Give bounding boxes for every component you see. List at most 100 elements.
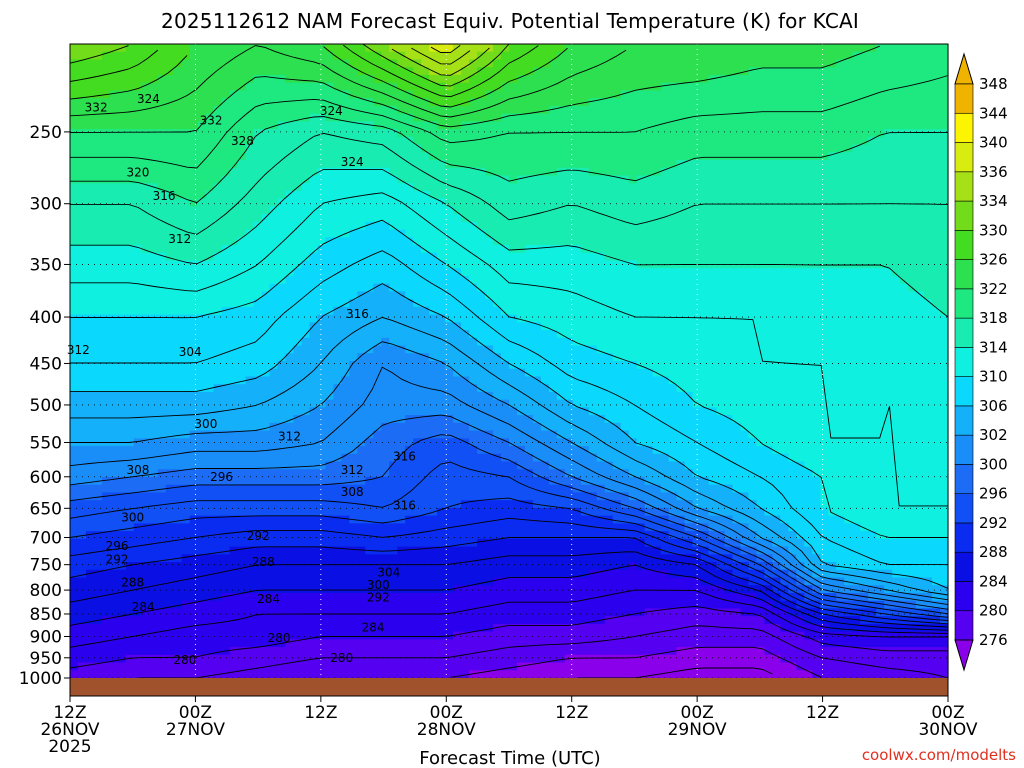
field-cell — [756, 229, 766, 238]
field-cell — [213, 361, 223, 370]
field-cell — [445, 129, 454, 138]
field-cell — [756, 67, 766, 76]
field-cell — [141, 121, 151, 130]
field-cell — [189, 252, 199, 262]
field-cell — [516, 206, 526, 215]
field-cell — [892, 384, 901, 393]
field-cell — [173, 144, 183, 153]
field-cell — [70, 299, 79, 308]
field-cell — [684, 90, 694, 99]
field-cell — [588, 183, 598, 192]
field-cell — [572, 384, 582, 393]
field-cell — [77, 144, 87, 153]
field-cell — [405, 221, 414, 231]
field-cell — [724, 330, 734, 339]
field-cell — [437, 330, 446, 339]
field-cell — [181, 198, 191, 207]
field-cell — [461, 44, 470, 53]
field-cell — [676, 67, 686, 76]
field-cell — [317, 245, 327, 254]
field-cell — [333, 299, 342, 308]
field-cell — [940, 245, 949, 254]
field-cell — [628, 214, 638, 223]
field-cell — [149, 291, 159, 300]
field-cell — [788, 136, 797, 146]
field-cell — [596, 175, 606, 184]
field-cell — [469, 105, 478, 115]
field-cell — [788, 74, 797, 84]
field-cell — [644, 337, 654, 347]
field-cell — [125, 214, 135, 223]
field-cell — [772, 229, 781, 238]
field-cell — [333, 229, 342, 238]
field-cell — [285, 237, 295, 246]
field-cell — [437, 322, 446, 331]
field-cell — [564, 152, 574, 161]
field-cell — [149, 252, 159, 262]
field-cell — [70, 129, 79, 138]
field-cell — [317, 129, 327, 138]
field-cell — [277, 74, 287, 84]
field-cell — [900, 159, 909, 169]
field-cell — [221, 361, 231, 370]
field-cell — [253, 59, 263, 68]
field-cell — [732, 82, 742, 91]
field-cell — [301, 229, 311, 238]
field-cell — [596, 113, 606, 122]
field-cell — [716, 44, 726, 53]
field-cell — [133, 136, 143, 146]
field-cell — [644, 105, 654, 115]
field-cell — [732, 221, 742, 231]
field-cell — [93, 67, 103, 76]
field-cell — [676, 353, 686, 362]
field-cell — [381, 353, 390, 362]
field-cell — [764, 105, 773, 115]
field-cell — [341, 44, 350, 53]
field-cell — [780, 144, 789, 153]
field-cell — [493, 314, 502, 323]
field-cell — [668, 98, 678, 107]
field-cell — [213, 67, 223, 76]
field-cell — [261, 376, 271, 385]
field-cell — [548, 221, 558, 231]
field-cell — [620, 376, 630, 385]
field-cell — [133, 345, 143, 354]
field-cell — [453, 314, 462, 323]
field-cell — [676, 299, 686, 308]
field-cell — [85, 167, 95, 177]
field-cell — [564, 353, 574, 362]
field-cell — [397, 198, 406, 207]
field-cell — [524, 74, 534, 84]
field-cell — [341, 337, 350, 347]
field-cell — [413, 152, 422, 161]
field-cell — [181, 59, 191, 68]
field-cell — [165, 252, 175, 262]
field-cell — [740, 376, 750, 385]
field-cell — [804, 74, 813, 84]
field-cell — [293, 345, 303, 354]
field-cell — [916, 322, 925, 331]
field-cell — [900, 59, 909, 68]
field-cell — [828, 368, 837, 378]
field-cell — [572, 229, 582, 238]
field-cell — [828, 190, 837, 200]
field-cell — [924, 322, 933, 331]
field-cell — [277, 183, 287, 192]
field-cell — [429, 167, 438, 177]
field-cell — [381, 221, 390, 231]
field-cell — [437, 183, 446, 192]
field-cell — [93, 353, 103, 362]
field-cell — [413, 67, 422, 76]
field-cell — [485, 136, 494, 146]
field-cell — [620, 152, 630, 161]
field-cell — [413, 361, 422, 370]
field-cell — [828, 237, 837, 246]
field-cell — [804, 198, 813, 207]
field-cell — [469, 291, 478, 300]
field-cell — [477, 322, 486, 331]
field-cell — [453, 51, 462, 61]
field-cell — [509, 51, 518, 61]
field-cell — [780, 221, 789, 231]
field-cell — [325, 136, 334, 146]
field-cell — [453, 337, 462, 347]
